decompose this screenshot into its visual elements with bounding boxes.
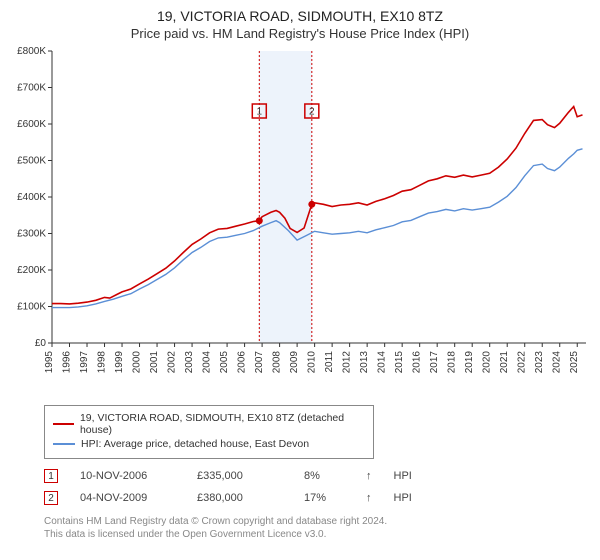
x-tick-label: 2002	[167, 351, 178, 374]
up-arrow-icon: ↑	[366, 492, 372, 504]
x-tick-label: 2011	[324, 351, 335, 373]
transaction-row: 1 10-NOV-2006 £335,000 8% ↑ HPI	[44, 465, 564, 487]
y-tick-label: £0	[35, 338, 47, 349]
x-tick-label: 2006	[237, 351, 248, 374]
x-tick-label: 2003	[184, 351, 195, 374]
transaction-ref: HPI	[394, 470, 412, 482]
transaction-ref: HPI	[394, 492, 412, 504]
sale-marker-dot	[256, 217, 263, 224]
transaction-date: 10-NOV-2006	[80, 470, 175, 482]
legend: 19, VICTORIA ROAD, SIDMOUTH, EX10 8TZ (d…	[44, 405, 374, 459]
x-tick-label: 2004	[202, 351, 213, 374]
transaction-price: £380,000	[197, 492, 282, 504]
y-tick-label: £100K	[17, 302, 46, 313]
x-tick-label: 2025	[569, 351, 580, 374]
x-tick-label: 2001	[149, 351, 160, 374]
legend-label: HPI: Average price, detached house, East…	[81, 438, 309, 450]
x-tick-label: 2015	[394, 351, 405, 374]
y-tick-label: £500K	[17, 156, 46, 167]
legend-row: HPI: Average price, detached house, East…	[53, 438, 365, 450]
x-tick-label: 2017	[429, 351, 440, 374]
x-tick-label: 2020	[482, 351, 493, 374]
x-tick-label: 2021	[499, 351, 510, 374]
series-line-0	[52, 107, 583, 304]
line-chart-svg: £0 £100K £200K £300K £400K £500K £600K £700K £80…	[10, 47, 590, 397]
y-tick-label: £600K	[17, 119, 46, 130]
legend-swatch	[53, 443, 75, 445]
x-tick-label: 2012	[342, 351, 353, 374]
x-tick-label: 2013	[359, 351, 370, 374]
sale-marker-number: 2	[309, 107, 315, 118]
y-tick-label: £800K	[17, 47, 46, 57]
chart-area: £0 £100K £200K £300K £400K £500K £600K £700K £80…	[10, 47, 590, 397]
x-tick-label: 2007	[254, 351, 265, 374]
x-tick-label: 2023	[534, 351, 545, 374]
transaction-pct: 8%	[304, 470, 344, 482]
series-line-1	[52, 149, 583, 308]
x-tick-label: 1999	[114, 351, 125, 374]
y-tick-label: £200K	[17, 265, 46, 276]
transaction-price: £335,000	[197, 470, 282, 482]
x-tick-label: 2019	[464, 351, 475, 374]
up-arrow-icon: ↑	[366, 470, 372, 482]
chart-subtitle: Price paid vs. HM Land Registry's House …	[10, 26, 590, 41]
x-tick-label: 2009	[289, 351, 300, 374]
transaction-date: 04-NOV-2009	[80, 492, 175, 504]
x-tick-label: 1996	[62, 351, 73, 374]
x-tick-label: 1995	[44, 351, 55, 374]
x-tick-label: 2018	[447, 351, 458, 374]
y-tick-label: £400K	[17, 192, 46, 203]
transaction-marker: 2	[44, 491, 58, 505]
footer-attribution: Contains HM Land Registry data © Crown c…	[44, 515, 590, 541]
x-tick-label: 2014	[377, 351, 388, 374]
x-tick-label: 2024	[552, 351, 563, 374]
x-tick-label: 1998	[97, 351, 108, 374]
x-tick-label: 1997	[79, 351, 90, 374]
legend-swatch	[53, 423, 74, 425]
highlight-band	[259, 51, 312, 343]
x-tick-label: 2000	[132, 351, 143, 374]
x-tick-label: 2022	[517, 351, 528, 374]
transaction-marker: 1	[44, 469, 58, 483]
y-tick-label: £300K	[17, 229, 46, 240]
x-tick-label: 2010	[307, 351, 318, 374]
footer-line-2: This data is licensed under the Open Gov…	[44, 528, 590, 541]
transactions-table: 1 10-NOV-2006 £335,000 8% ↑ HPI 2 04-NOV…	[44, 465, 564, 509]
transaction-row: 2 04-NOV-2009 £380,000 17% ↑ HPI	[44, 487, 564, 509]
y-tick-label: £700K	[17, 83, 46, 94]
x-tick-label: 2008	[272, 351, 283, 374]
transaction-pct: 17%	[304, 492, 344, 504]
chart-title: 19, VICTORIA ROAD, SIDMOUTH, EX10 8TZ	[10, 8, 590, 24]
footer-line-1: Contains HM Land Registry data © Crown c…	[44, 515, 590, 528]
x-tick-label: 2016	[412, 351, 423, 374]
title-block: 19, VICTORIA ROAD, SIDMOUTH, EX10 8TZ Pr…	[10, 8, 590, 41]
sale-marker-number: 1	[257, 107, 263, 118]
sale-marker-dot	[308, 201, 315, 208]
legend-row: 19, VICTORIA ROAD, SIDMOUTH, EX10 8TZ (d…	[53, 412, 365, 436]
legend-label: 19, VICTORIA ROAD, SIDMOUTH, EX10 8TZ (d…	[80, 412, 365, 436]
x-tick-label: 2005	[219, 351, 230, 374]
